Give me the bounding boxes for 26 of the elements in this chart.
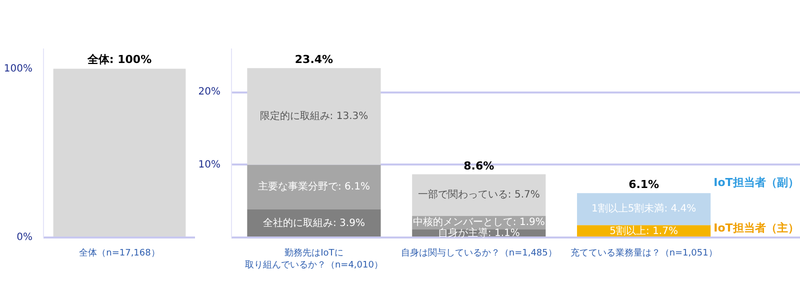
bar — [247, 68, 381, 165]
bar — [247, 164, 381, 210]
annotation: IoT担当者（主） — [714, 222, 799, 234]
data-label: 1割以上5割未満: 4.4% — [591, 202, 696, 215]
total-label: 8.6% — [464, 159, 494, 172]
y-tick-label: 20% — [198, 86, 221, 98]
annotation: IoT担当者（副） — [714, 176, 799, 190]
x-tick-label: 自身は関与しているか？（n=1,485） — [400, 248, 557, 258]
y-tick-label: 0% — [16, 232, 33, 243]
x-tick-label: 全体（n=17,168） — [79, 248, 160, 258]
x-tick-label: 充てている業務量は？（n=1,051） — [570, 248, 718, 258]
x-tick-label: 勤務先はIoTに取り組んでいるか？（n=4,010） — [244, 248, 383, 270]
total-label: 23.4% — [294, 53, 334, 66]
y-tick-label: 100% — [4, 63, 33, 74]
bar — [412, 174, 546, 216]
y-tick-label: 10% — [198, 159, 221, 170]
data-label: 自身が主導: 1.1% — [438, 227, 520, 239]
total-label: 6.1% — [628, 178, 660, 192]
data-label: 全社的に取組み: 3.9% — [262, 216, 365, 229]
data-label: 全体: 100% — [86, 52, 152, 66]
data-label: 一部で関わっている: 5.7% — [418, 188, 540, 200]
data-label: 限定的に取組み: 13.3% — [260, 110, 368, 122]
data-label: 主要な事業分野で: 6.1% — [258, 180, 370, 192]
data-label: 中核的メンバーとして: 1.9% — [412, 216, 545, 228]
bar — [577, 193, 711, 226]
data-label: 5割以上: 1.7% — [610, 224, 678, 237]
